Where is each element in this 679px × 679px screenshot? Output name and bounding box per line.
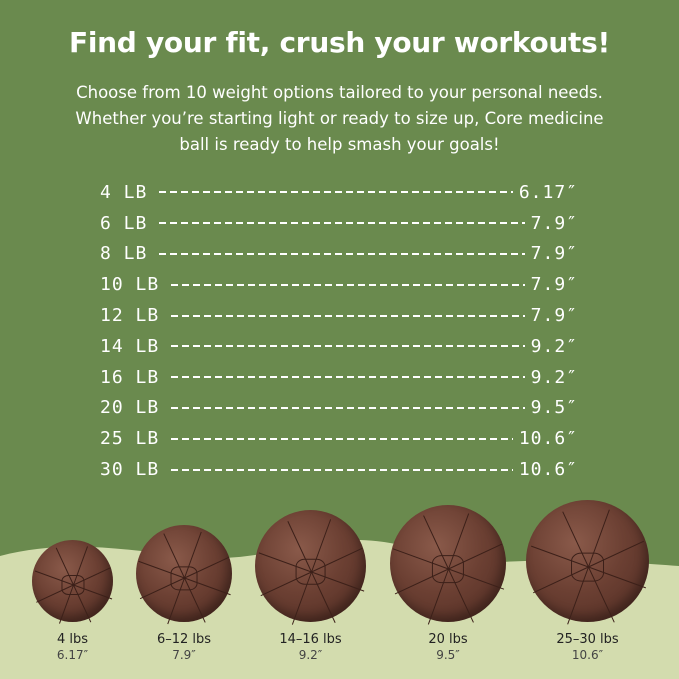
weight-label: 20 LB xyxy=(100,397,160,419)
dotted-leader xyxy=(171,406,525,409)
size-row: 6 LB 7.9″ xyxy=(100,208,578,239)
weight-label: 16 LB xyxy=(100,366,160,388)
ball-weight: 14–16 lbs xyxy=(279,632,342,647)
medicine-ball-image xyxy=(255,510,366,625)
medicine-ball-image xyxy=(526,500,649,625)
size-row: 30 LB 10.6″ xyxy=(100,454,578,485)
weight-label: 6 LB xyxy=(100,212,148,234)
size-row: 20 LB 9.5″ xyxy=(100,393,578,424)
diameter-value: 9.2″ xyxy=(530,366,578,388)
size-row: 10 LB 7.9″ xyxy=(100,269,578,300)
dotted-leader xyxy=(171,314,525,317)
ball-label: 4 lbs 6.17″ xyxy=(8,632,138,662)
dotted-leader xyxy=(171,468,513,471)
size-row: 4 LB 6.17″ xyxy=(100,177,578,208)
dotted-leader xyxy=(159,252,525,255)
diameter-value: 10.6″ xyxy=(518,428,578,450)
medicine-ball-image xyxy=(136,525,232,625)
ball-diameter: 9.5″ xyxy=(436,648,460,662)
dotted-leader xyxy=(171,437,513,440)
dotted-leader xyxy=(171,283,525,286)
subtitle-line: Choose from 10 weight options tailored t… xyxy=(76,83,603,102)
ball-weight: 20 lbs xyxy=(428,632,468,647)
diameter-value: 7.9″ xyxy=(530,212,578,234)
dotted-leader xyxy=(171,345,525,348)
subtitle: Choose from 10 weight options tailored t… xyxy=(30,80,649,158)
medicine-ball-image xyxy=(390,505,506,625)
size-row: 14 LB 9.2″ xyxy=(100,331,578,362)
size-table: 4 LB 6.17″ 6 LB 7.9″ 8 LB 7.9″ 10 LB 7.9″ 12 LB 7… xyxy=(100,177,578,485)
size-row: 16 LB 9.2″ xyxy=(100,362,578,393)
dotted-leader xyxy=(159,191,513,194)
size-row: 8 LB 7.9″ xyxy=(100,239,578,270)
ball-weight: 25–30 lbs xyxy=(556,632,619,647)
ball-label: 20 lbs 9.5″ xyxy=(383,632,513,662)
page-title: Find your fit, crush your workouts! xyxy=(69,26,610,59)
diameter-value: 9.2″ xyxy=(530,335,578,357)
weight-label: 14 LB xyxy=(100,335,160,357)
medicine-ball-image xyxy=(32,540,113,624)
weight-label: 10 LB xyxy=(100,274,160,296)
diameter-value: 10.6″ xyxy=(518,459,578,481)
diameter-value: 7.9″ xyxy=(530,243,578,265)
ball-label: 6–12 lbs 7.9″ xyxy=(119,632,249,662)
size-row: 25 LB 10.6″ xyxy=(100,423,578,454)
weight-label: 25 LB xyxy=(100,428,160,450)
size-row: 12 LB 7.9″ xyxy=(100,300,578,331)
diameter-value: 6.17″ xyxy=(518,181,578,203)
ball-weight: 4 lbs xyxy=(56,632,89,647)
diameter-value: 7.9″ xyxy=(530,274,578,296)
weight-label: 12 LB xyxy=(100,305,160,327)
ball-diameter: 10.6″ xyxy=(571,648,604,662)
ball-weight: 6–12 lbs xyxy=(156,632,212,647)
ball-diameter: 9.2″ xyxy=(298,648,323,662)
subtitle-line: Whether you’re starting light or ready t… xyxy=(75,109,604,128)
ball-diameter: 6.17″ xyxy=(56,648,89,662)
diameter-value: 9.5″ xyxy=(530,397,578,419)
ball-label: 14–16 lbs 9.2″ xyxy=(246,632,376,662)
diameter-value: 7.9″ xyxy=(530,305,578,327)
weight-label: 4 LB xyxy=(100,181,148,203)
dotted-leader xyxy=(159,222,525,225)
dotted-leader xyxy=(171,376,525,379)
subtitle-line: ball is ready to help smash your goals! xyxy=(179,135,500,154)
weight-label: 8 LB xyxy=(100,243,148,265)
weight-label: 30 LB xyxy=(100,459,160,481)
ball-diameter: 7.9″ xyxy=(172,648,196,662)
ball-label: 25–30 lbs 10.6″ xyxy=(523,632,653,662)
